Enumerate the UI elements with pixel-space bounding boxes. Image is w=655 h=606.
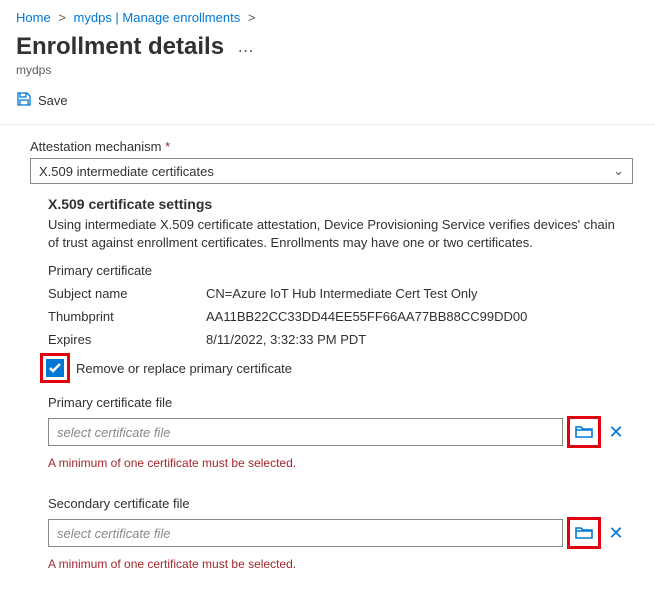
thumbprint-value: AA11BB22CC33DD44EE55FF66AA77BB88CC99DD00 — [206, 309, 627, 324]
close-icon: ✕ — [608, 422, 623, 443]
attestation-select[interactable]: X.509 intermediate certificates ⌄ — [30, 158, 633, 184]
page-subtitle: mydps — [16, 63, 639, 77]
secondary-file-label: Secondary certificate file — [48, 496, 627, 511]
primary-file-clear-button[interactable]: ✕ — [605, 418, 627, 446]
highlight-checkbox — [42, 355, 68, 381]
highlight-secondary-folder — [569, 519, 599, 547]
save-button[interactable]: Save — [16, 91, 639, 110]
save-icon — [16, 91, 32, 110]
primary-cert-heading: Primary certificate — [48, 263, 627, 278]
primary-file-label: Primary certificate file — [48, 395, 627, 410]
secondary-file-clear-button[interactable]: ✕ — [605, 519, 627, 547]
thumbprint-label: Thumbprint — [48, 309, 206, 324]
breadcrumb-manage-enrollments[interactable]: mydps | Manage enrollments — [74, 10, 241, 25]
page-title: Enrollment details — [16, 33, 224, 61]
subject-label: Subject name — [48, 286, 206, 301]
secondary-file-placeholder: select certificate file — [57, 526, 170, 541]
x509-heading: X.509 certificate settings — [48, 196, 627, 212]
row-subject: Subject name CN=Azure IoT Hub Intermedia… — [48, 286, 627, 301]
attestation-value: X.509 intermediate certificates — [39, 164, 214, 179]
primary-file-input[interactable]: select certificate file — [48, 418, 563, 446]
folder-icon — [575, 424, 593, 441]
breadcrumb-home[interactable]: Home — [16, 10, 51, 25]
primary-file-browse-button[interactable] — [569, 418, 599, 446]
close-icon: ✕ — [608, 523, 623, 544]
required-asterisk: * — [165, 139, 170, 154]
primary-file-error: A minimum of one certificate must be sel… — [48, 456, 627, 470]
more-icon[interactable]: ⋯ — [238, 43, 254, 60]
save-label: Save — [38, 93, 68, 108]
remove-replace-checkbox[interactable] — [46, 359, 64, 377]
expires-label: Expires — [48, 332, 206, 347]
folder-icon — [575, 525, 593, 542]
secondary-file-browse-button[interactable] — [569, 519, 599, 547]
remove-replace-row: Remove or replace primary certificate — [42, 355, 627, 381]
remove-replace-label: Remove or replace primary certificate — [76, 361, 292, 376]
attestation-label: Attestation mechanism * — [30, 139, 633, 154]
divider — [0, 124, 655, 125]
expires-value: 8/11/2022, 3:32:33 PM PDT — [206, 332, 627, 347]
breadcrumb: Home > mydps | Manage enrollments > — [16, 10, 639, 25]
row-thumbprint: Thumbprint AA11BB22CC33DD44EE55FF66AA77B… — [48, 309, 627, 324]
secondary-file-error: A minimum of one certificate must be sel… — [48, 557, 627, 571]
highlight-primary-folder — [569, 418, 599, 446]
x509-description: Using intermediate X.509 certificate att… — [48, 216, 627, 251]
row-expires: Expires 8/11/2022, 3:32:33 PM PDT — [48, 332, 627, 347]
page-header: Enrollment details ⋯ mydps — [16, 31, 639, 77]
breadcrumb-sep: > — [58, 10, 66, 25]
breadcrumb-sep: > — [248, 10, 256, 25]
attestation-label-text: Attestation mechanism — [30, 139, 162, 154]
subject-value: CN=Azure IoT Hub Intermediate Cert Test … — [206, 286, 627, 301]
secondary-file-input[interactable]: select certificate file — [48, 519, 563, 547]
primary-file-placeholder: select certificate file — [57, 425, 170, 440]
chevron-down-icon: ⌄ — [613, 163, 624, 179]
